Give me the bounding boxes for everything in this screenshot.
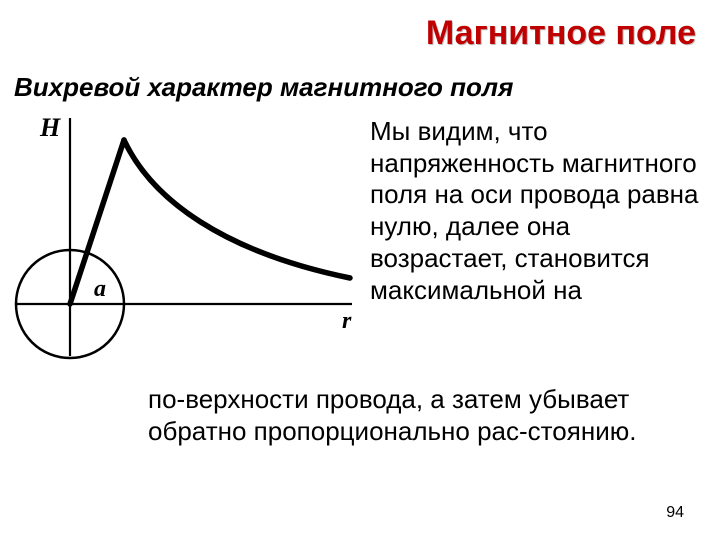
- slide-subtitle: Вихревой характер магнитного поля: [14, 72, 513, 103]
- body-text-bottom: по-верхности провода, а затем убывает об…: [148, 384, 708, 447]
- radius-label: a: [94, 276, 106, 302]
- body-text-right: Мы видим, что напряженность магнитного п…: [370, 116, 706, 306]
- page-number: 94: [666, 504, 684, 522]
- field-intensity-diagram: H r a: [12, 112, 360, 360]
- y-axis-label: H: [39, 113, 61, 142]
- curve-decay-segment: [124, 140, 350, 278]
- x-axis-label: r: [342, 308, 352, 334]
- slide-title: Магнитное поле: [426, 14, 696, 53]
